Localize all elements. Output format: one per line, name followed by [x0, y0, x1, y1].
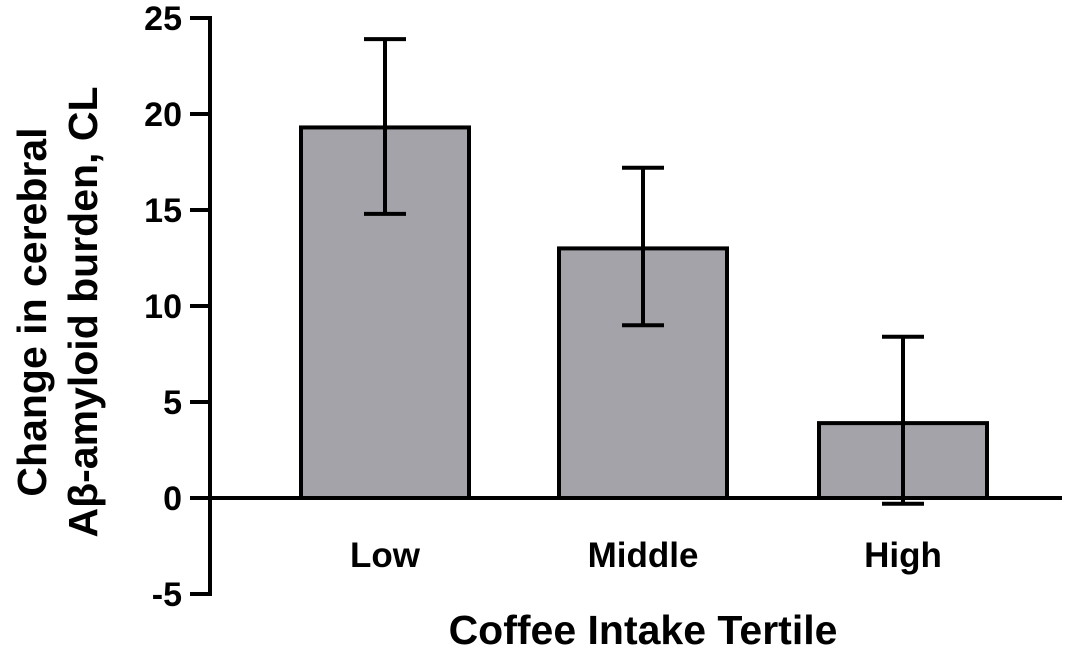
- y-ticks-layer: -5 0 5 10 15 20 25: [144, 0, 210, 614]
- y-axis-title-line-2: Aβ-amyloid burden, CL: [60, 87, 106, 538]
- y-tick-label: 25: [144, 0, 182, 38]
- y-tick-label: 10: [144, 288, 182, 326]
- x-axis-title: Coffee Intake Tertile: [449, 607, 838, 651]
- category-label-middle: Middle: [588, 536, 699, 575]
- category-label-high: High: [864, 536, 942, 575]
- y-tick-label: 0: [163, 480, 182, 518]
- y-tick-label: 20: [144, 96, 182, 134]
- error-bars-layer: [364, 37, 924, 506]
- y-tick-label: 5: [163, 384, 182, 422]
- category-labels-layer: Low Middle High: [350, 536, 942, 575]
- y-axis-title-line-1: Change in cerebral: [9, 127, 55, 496]
- category-label-low: Low: [350, 536, 421, 575]
- y-tick-label: -5: [152, 576, 182, 614]
- y-tick-label: 15: [144, 192, 182, 230]
